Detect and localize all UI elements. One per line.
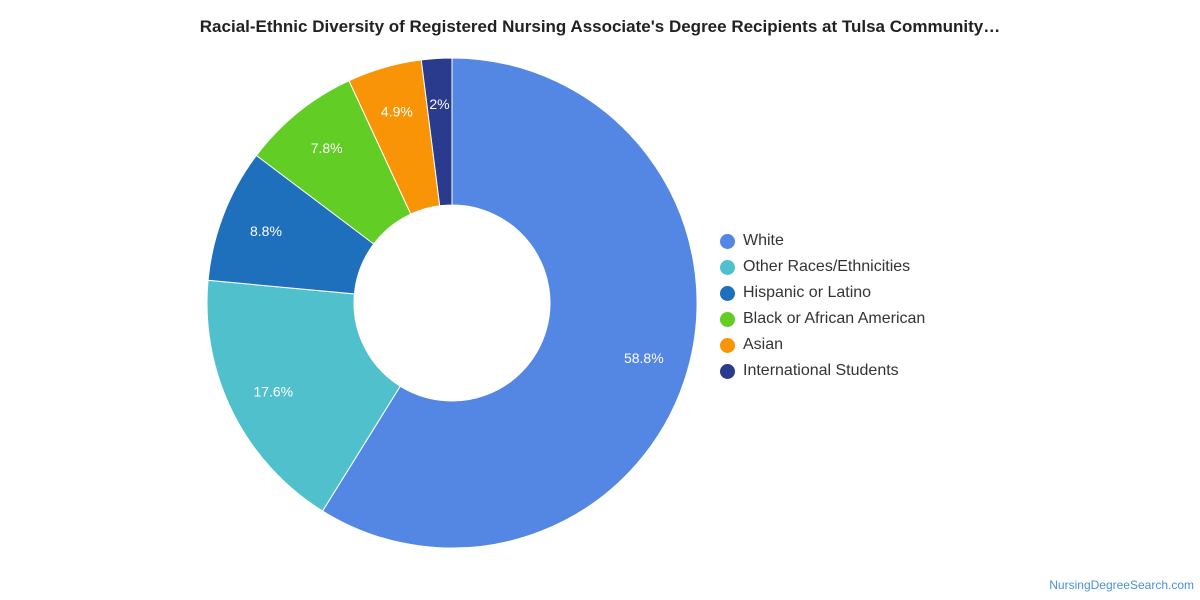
- legend-item-white[interactable]: White: [720, 228, 925, 254]
- legend-item-asian[interactable]: Asian: [720, 332, 925, 358]
- legend-item-other-races-ethnicities[interactable]: Other Races/Ethnicities: [720, 254, 925, 280]
- slice-label-white: 58.8%: [624, 350, 664, 366]
- legend-item-black-or-african-american[interactable]: Black or African American: [720, 306, 925, 332]
- legend-swatch-icon: [720, 311, 735, 327]
- legend-label: White: [743, 232, 784, 249]
- slice-label-other-races-ethnicities: 17.6%: [253, 384, 293, 400]
- slice-other-races-ethnicities[interactable]: [206, 279, 401, 512]
- legend-item-hispanic-or-latino[interactable]: Hispanic or Latino: [720, 280, 925, 306]
- slice-white[interactable]: [321, 57, 698, 549]
- source-link[interactable]: NursingDegreeSearch.com: [1049, 578, 1194, 592]
- legend-swatch-icon: [720, 285, 735, 301]
- legend-item-international-students[interactable]: International Students: [720, 358, 925, 384]
- legend-label: Black or African American: [743, 310, 926, 327]
- legend-swatch-icon: [720, 337, 735, 353]
- slice-label-black-or-african-american: 7.8%: [311, 140, 343, 156]
- chart-title: Racial-Ethnic Diversity of Registered Nu…: [199, 17, 1001, 36]
- legend-swatch-icon: [720, 233, 735, 249]
- chart-legend: White Other Races/Ethnicities Hispanic or …: [720, 228, 925, 384]
- slice-international-students[interactable]: [420, 57, 453, 207]
- slice-label-asian: 4.9%: [381, 103, 413, 119]
- legend-label: Other Races/Ethnicities: [743, 258, 911, 275]
- slice-label-hispanic-or-latino: 8.8%: [250, 223, 282, 239]
- legend-label: Asian: [743, 336, 784, 353]
- legend-label: Hispanic or Latino: [743, 284, 872, 301]
- legend-swatch-icon: [720, 363, 735, 379]
- slice-label-international-students: 2%: [429, 96, 449, 112]
- legend-label: International Students: [743, 362, 899, 379]
- legend-swatch-icon: [720, 259, 735, 275]
